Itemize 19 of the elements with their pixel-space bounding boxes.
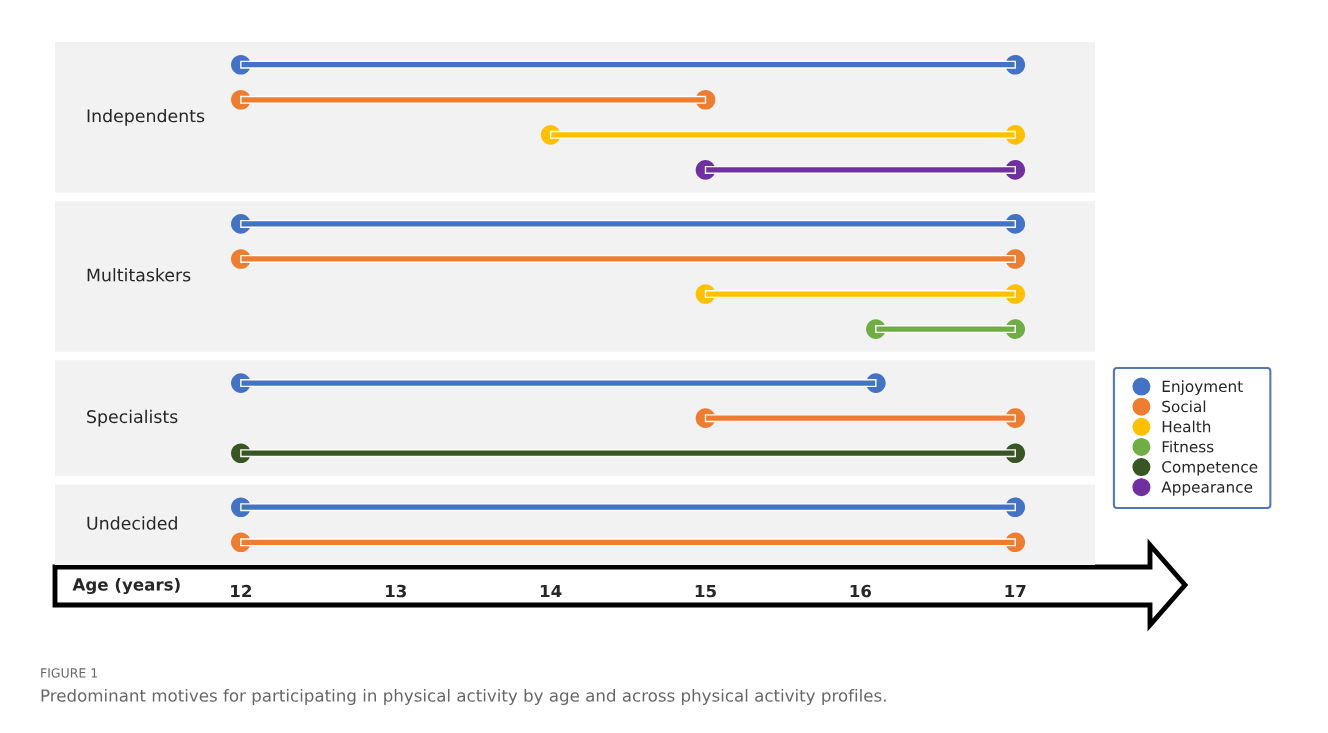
x-tick-label: 12 (231, 584, 251, 598)
y-tick-label: Independents (87, 108, 205, 126)
x-tick-label: 13 (386, 584, 407, 598)
legend-label: Enjoyment (1162, 380, 1243, 396)
text: Predominant motives for participating in physical activity by age and across physical activity profiles. (41, 688, 886, 706)
y-tick-label: Multitaskers (87, 268, 191, 282)
legend-label: Health (1162, 420, 1211, 433)
y-tick-label: Undecided (87, 516, 177, 530)
legend-label: Social (1162, 400, 1206, 413)
x-axis-title: Age (years) (72, 577, 180, 595)
legend-label: Fitness (1162, 440, 1214, 453)
y-tick-label: Specialists (87, 409, 178, 427)
legend-label: Appearance (1161, 481, 1253, 496)
x-tick-label: 16 (850, 584, 872, 598)
caption: FIGURE 1 (41, 668, 98, 678)
legend-label: Competence (1162, 461, 1258, 476)
x-tick-label: 15 (695, 584, 716, 598)
x-tick-label: 14 (540, 584, 562, 598)
x-tick-label: 17 (1005, 584, 1026, 598)
